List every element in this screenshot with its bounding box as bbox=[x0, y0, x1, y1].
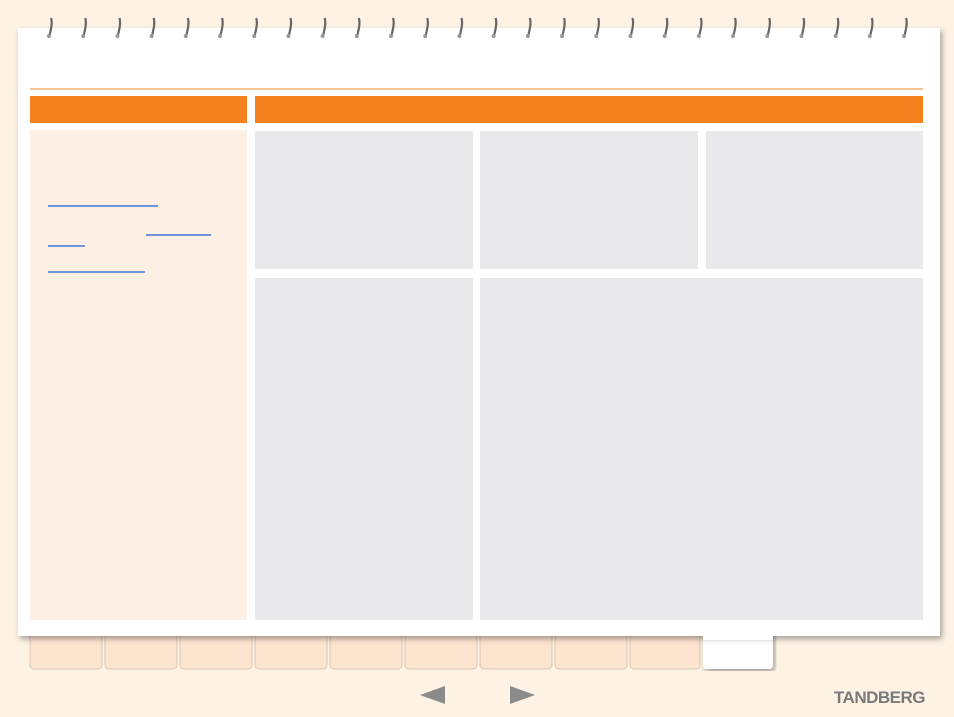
ring-hole bbox=[389, 34, 393, 38]
left-header-bar bbox=[30, 96, 247, 123]
ring-hole bbox=[867, 34, 872, 38]
ring-hole bbox=[833, 34, 838, 38]
panel bbox=[480, 131, 698, 269]
tab-join bbox=[703, 630, 773, 640]
links bbox=[48, 205, 211, 273]
ring-hole bbox=[149, 34, 154, 38]
tabs bbox=[29, 629, 773, 670]
ring-hole bbox=[354, 34, 359, 38]
ring-hole bbox=[183, 34, 188, 38]
panel bbox=[255, 131, 473, 269]
ring-hole bbox=[423, 34, 428, 38]
right-header-bar bbox=[255, 96, 923, 123]
prev-arrow[interactable] bbox=[420, 686, 445, 704]
ring-hole bbox=[696, 34, 701, 38]
ring-hole bbox=[47, 34, 51, 38]
ring-hole bbox=[320, 34, 325, 38]
ring-hole bbox=[902, 34, 906, 38]
ring-hole bbox=[560, 34, 564, 38]
ring-hole bbox=[799, 34, 804, 38]
panel bbox=[480, 278, 923, 620]
panel bbox=[706, 131, 923, 269]
ring-hole bbox=[286, 34, 291, 38]
ring-hole bbox=[457, 34, 462, 38]
ring-hole bbox=[731, 34, 735, 38]
ring-hole bbox=[218, 34, 222, 38]
ring-hole bbox=[628, 34, 633, 38]
ring-hole bbox=[594, 34, 599, 38]
panel bbox=[255, 278, 473, 620]
ring-hole bbox=[491, 34, 496, 38]
ring-hole bbox=[525, 34, 530, 38]
ring-hole bbox=[81, 34, 86, 38]
ring-hole bbox=[115, 34, 120, 38]
ring-hole bbox=[662, 34, 667, 38]
brand-logo: TANDBERG bbox=[834, 688, 925, 707]
sidebar bbox=[30, 130, 247, 620]
ring-hole bbox=[252, 34, 257, 38]
ring-hole bbox=[765, 34, 770, 38]
spiral-rings bbox=[47, 17, 908, 39]
next-arrow[interactable] bbox=[510, 686, 535, 704]
